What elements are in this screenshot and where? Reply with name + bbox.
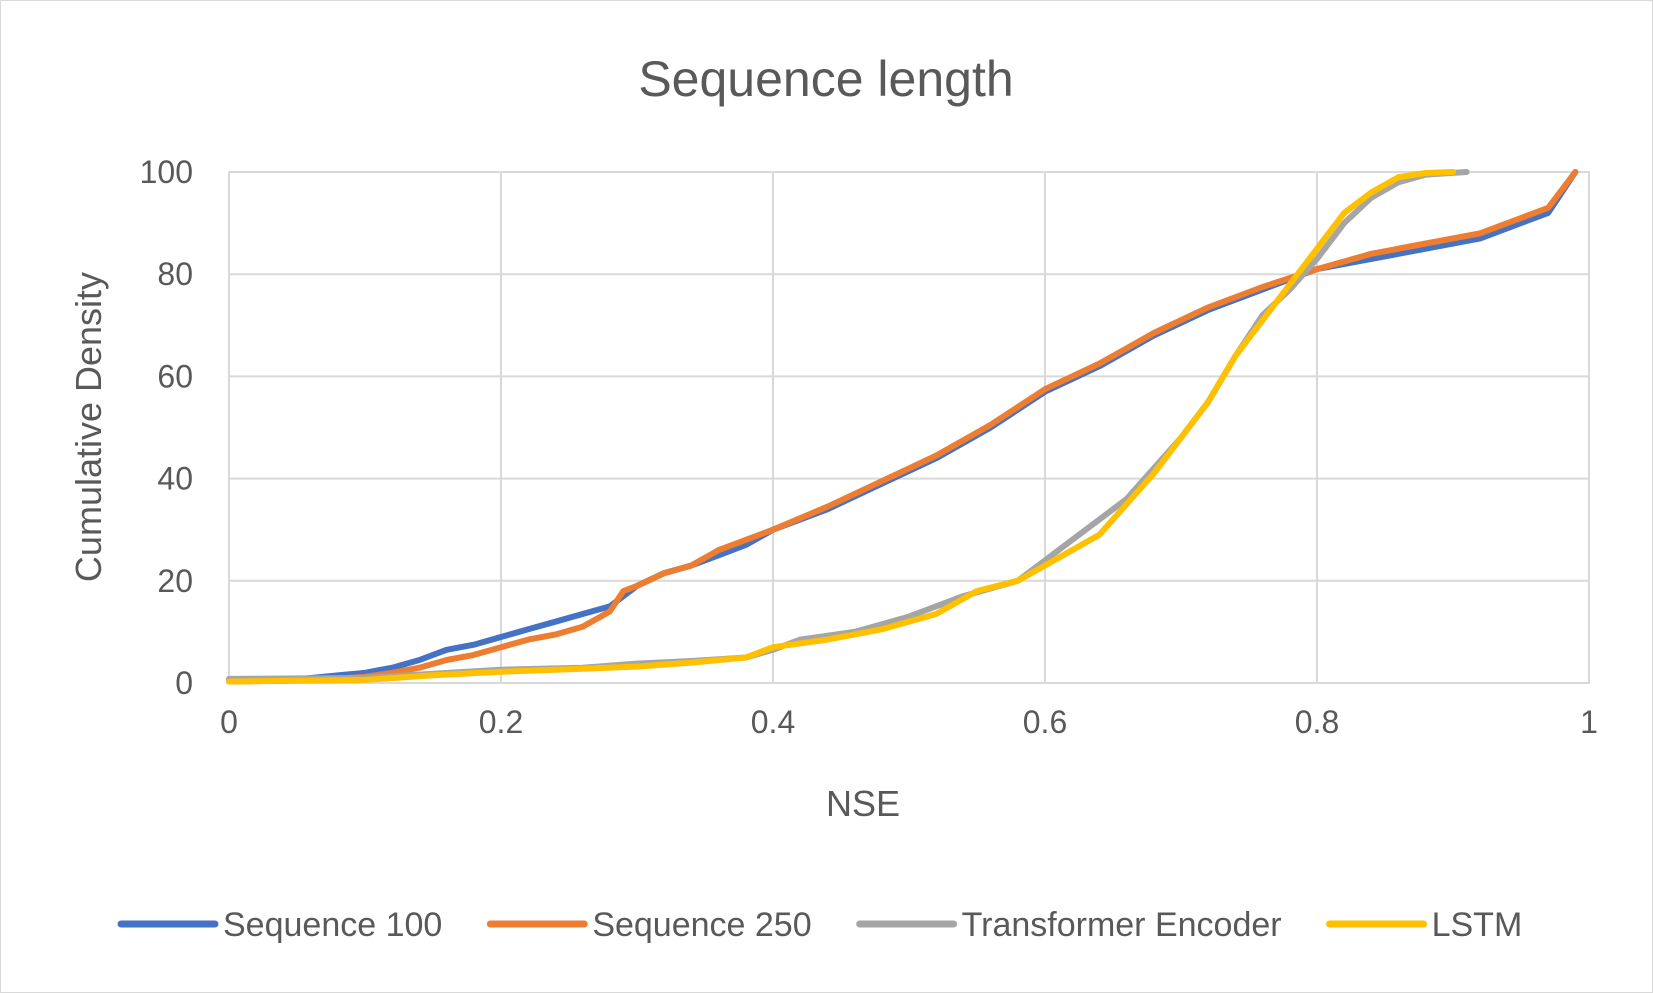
y-axis-title: Cumulative Density xyxy=(68,272,109,582)
tick-labels: 0 0.2 0.4 0.6 0.8 1 0 20 40 60 80 100 xyxy=(140,154,1598,740)
y-tick-label: 0 xyxy=(175,665,193,701)
x-axis-title: NSE xyxy=(826,783,900,824)
legend: Sequence 100 Sequence 250 Transformer Enco… xyxy=(117,906,1523,944)
series-line-lstm xyxy=(226,169,1456,685)
chart-title: Sequence length xyxy=(638,51,1013,107)
y-tick-label: 40 xyxy=(157,461,193,497)
legend-label-transformer-encoder: Transformer Encoder xyxy=(962,906,1282,944)
y-tick-label: 100 xyxy=(140,154,193,190)
y-tick-label: 80 xyxy=(157,256,193,292)
series-line-transformer-encoder xyxy=(226,169,1470,682)
legend-label-sequence-250: Sequence 250 xyxy=(592,906,811,944)
legend-label-lstm: LSTM xyxy=(1432,906,1523,944)
x-tick-label: 0.4 xyxy=(751,704,795,740)
gridlines xyxy=(228,171,1590,684)
x-tick-label: 0 xyxy=(220,704,238,740)
legend-label-sequence-100: Sequence 100 xyxy=(223,906,442,944)
series-lines xyxy=(226,169,1579,685)
x-tick-label: 0.8 xyxy=(1295,704,1339,740)
series-line-sequence-100 xyxy=(226,169,1579,684)
x-tick-label: 1 xyxy=(1580,704,1598,740)
series-line-sequence-250 xyxy=(226,169,1579,685)
y-tick-label: 60 xyxy=(157,358,193,394)
x-tick-label: 0.6 xyxy=(1023,704,1067,740)
x-tick-label: 0.2 xyxy=(479,704,523,740)
y-tick-label: 20 xyxy=(157,563,193,599)
